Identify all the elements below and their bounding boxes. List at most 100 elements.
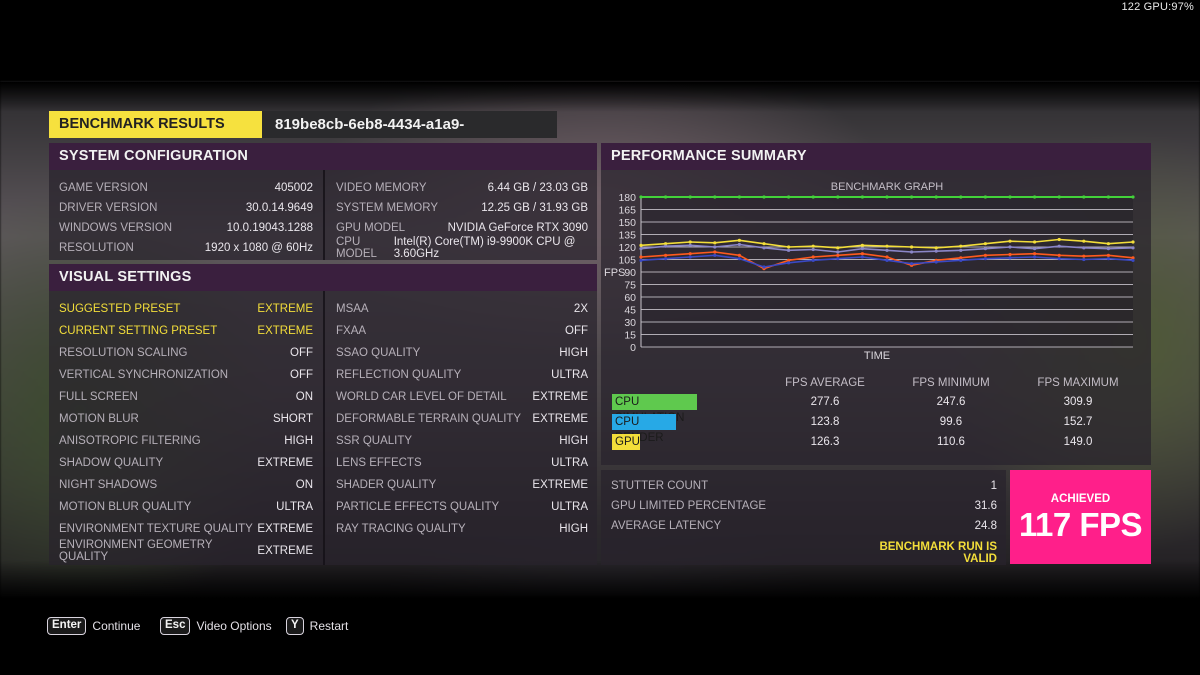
achieved-fps-value: 117 FPS <box>1018 506 1143 543</box>
chart-data-point <box>934 249 938 253</box>
visual-setting-value: EXTREME <box>257 545 313 557</box>
chart-data-point <box>811 258 815 262</box>
footer-continue-button[interactable]: Enter Continue <box>47 616 140 636</box>
chart-data-point <box>1082 254 1086 258</box>
chart-data-point <box>737 238 741 242</box>
visual-setting-label: ENVIRONMENT GEOMETRY QUALITY <box>59 539 213 563</box>
visual-setting-value: ULTRA <box>551 369 588 381</box>
visual-setting-label: SHADOW QUALITY <box>59 457 164 469</box>
chart-data-point <box>1082 257 1086 262</box>
visual-setting-row: RESOLUTION SCALING OFF <box>59 343 313 363</box>
benchmark-run-id: 819be8cb-6eb8-4434-a1a9-bd4895a96e11 <box>262 111 557 160</box>
chart-data-point <box>934 195 938 199</box>
system-config-value: 6.44 GB / 23.03 GB <box>487 182 588 194</box>
visual-setting-row: CURRENT SETTING PRESET EXTREME <box>59 321 313 341</box>
system-config-row: GPU MODEL NVIDIA GeForce RTX 3090 <box>336 218 588 238</box>
visual-setting-label: CURRENT SETTING PRESET <box>59 325 218 337</box>
chart-data-point <box>787 258 791 262</box>
visual-setting-value: OFF <box>565 325 588 337</box>
system-config-value: 10.0.19043.1288 <box>226 222 313 234</box>
background-fade-bottom <box>0 560 1200 600</box>
visual-setting-label: FXAA <box>336 325 367 337</box>
visual-setting-row: ENVIRONMENT TEXTURE QUALITY EXTREME <box>59 519 313 539</box>
chart-data-point <box>983 253 987 257</box>
chart-y-tick-label: 90 <box>624 267 636 279</box>
chart-data-point <box>1106 242 1110 246</box>
system-config-value: 1920 x 1080 @ 60Hz <box>204 242 313 254</box>
benchmark-valid-text: BENCHMARK RUN IS VALID <box>879 541 997 565</box>
performance-overlay-hud: 122 GPU:97% <box>1121 1 1194 13</box>
visual-setting-label: RAY TRACING QUALITY <box>336 523 466 535</box>
visual-setting-value: ON <box>295 479 313 491</box>
visual-setting-label: LENS EFFECTS <box>336 457 422 469</box>
chart-data-point <box>1131 258 1135 262</box>
chart-data-point <box>688 240 692 244</box>
visual-settings-header: VISUAL SETTINGS <box>49 264 597 291</box>
visual-setting-row: LENS EFFECTS ULTRA <box>336 453 588 473</box>
visual-setting-label: PARTICLE EFFECTS QUALITY <box>336 501 500 513</box>
visual-setting-row: PARTICLE EFFECTS QUALITY ULTRA <box>336 497 588 517</box>
chart-data-point <box>860 195 864 199</box>
perf-value: 110.6 <box>937 436 965 448</box>
footer-button-label: Restart <box>309 619 349 633</box>
perf-value: 247.6 <box>936 396 966 408</box>
perf-stat-row: GPU LIMITED PERCENTAGE 31.6 <box>611 496 997 516</box>
footer-video-options-button[interactable]: Esc Video Options <box>160 616 272 636</box>
visual-setting-value: EXTREME <box>257 457 313 469</box>
achieved-label: ACHIEVED <box>1050 493 1111 505</box>
visual-setting-value: ON <box>295 391 313 403</box>
chart-data-point <box>713 250 717 254</box>
system-configuration-header: SYSTEM CONFIGURATION <box>49 143 597 170</box>
chart-data-point <box>860 252 864 256</box>
perf-stat-row: AVERAGE LATENCY 24.8 <box>611 516 997 536</box>
perf-stat-value: 31.6 <box>974 500 997 512</box>
chart-data-point <box>959 256 963 260</box>
chart-data-point <box>713 195 717 199</box>
chart-data-point <box>787 248 791 252</box>
footer-restart-button[interactable]: Y Restart <box>286 616 348 636</box>
visual-setting-value: HIGH <box>284 435 313 447</box>
chart-data-point <box>713 245 717 249</box>
chart-data-point <box>836 246 840 250</box>
chart-data-point <box>688 195 692 199</box>
footer-button-label: Continue <box>92 619 141 633</box>
system-config-row: VIDEO MEMORY 6.44 GB / 23.03 GB <box>336 178 588 198</box>
visual-setting-label: MSAA <box>336 303 369 315</box>
visual-setting-row: FULL SCREEN ON <box>59 387 313 407</box>
chart-data-point <box>737 257 741 261</box>
perf-value: 126.3 <box>810 436 840 448</box>
system-config-value: NVIDIA GeForce RTX 3090 <box>447 222 588 234</box>
system-config-label: SYSTEM MEMORY <box>336 202 439 214</box>
visual-setting-row: SUGGESTED PRESET EXTREME <box>59 299 313 319</box>
chart-y-tick-label: 120 <box>618 242 636 254</box>
chart-data-point <box>860 247 864 251</box>
chart-data-point <box>664 195 668 199</box>
chart-data-point <box>1131 195 1135 199</box>
chart-data-point <box>934 260 938 264</box>
visual-setting-row: MOTION BLUR SHORT <box>59 409 313 429</box>
column-divider <box>323 291 325 565</box>
system-config-value: 12.25 GB / 31.93 GB <box>481 202 588 214</box>
visual-setting-row: NIGHT SHADOWS ON <box>59 475 313 495</box>
visual-setting-label: MOTION BLUR QUALITY <box>59 501 192 513</box>
chart-data-point <box>787 195 791 199</box>
chart-data-point <box>1008 252 1012 257</box>
chart-data-point <box>762 242 766 246</box>
visual-setting-label: MOTION BLUR <box>59 413 139 425</box>
chart-data-point <box>910 262 914 266</box>
visual-setting-label: VERTICAL SYNCHRONIZATION <box>59 369 229 381</box>
chart-data-point <box>910 195 914 199</box>
chart-data-point <box>1131 240 1135 244</box>
chart-data-point <box>959 244 963 248</box>
chart-data-point <box>885 195 889 199</box>
chart-data-point <box>959 248 963 252</box>
system-config-label: GPU MODEL <box>336 222 406 234</box>
chart-data-point <box>811 195 815 199</box>
chart-data-point <box>787 245 791 249</box>
visual-setting-value: EXTREME <box>532 479 588 491</box>
visual-setting-row: VERTICAL SYNCHRONIZATION OFF <box>59 365 313 385</box>
system-config-label: WINDOWS VERSION <box>59 222 173 234</box>
chart-data-point <box>885 258 889 262</box>
system-config-row: CPU MODEL Intel(R) Core(TM) i9-9900K CPU … <box>336 236 588 260</box>
